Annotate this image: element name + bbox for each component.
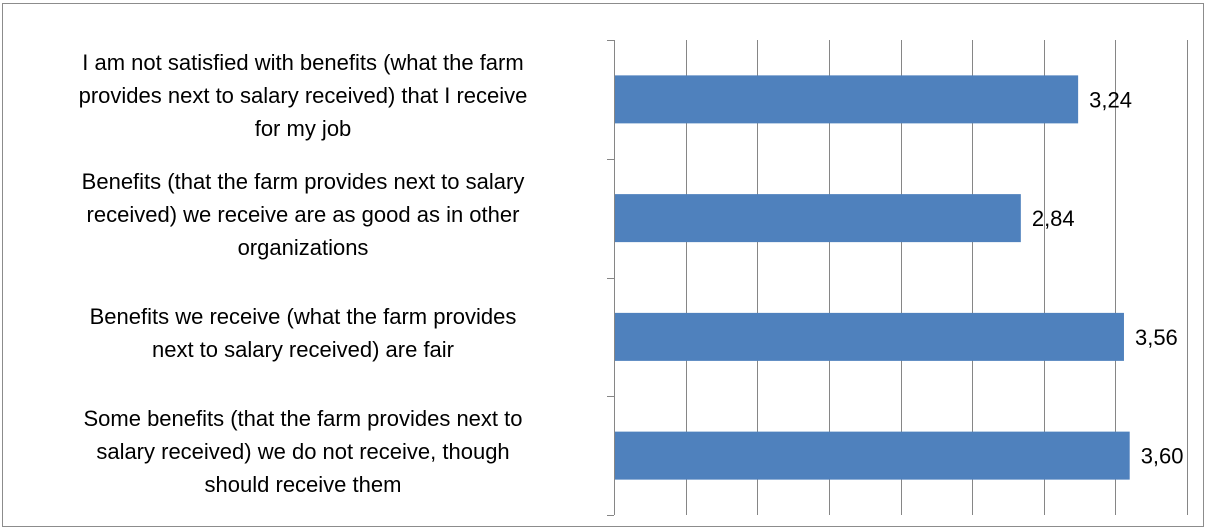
category-label-line: next to salary received) are fair <box>151 336 455 362</box>
category-label-line: Benefits we receive (what the farm provi… <box>89 303 517 329</box>
data-label: 3,24 <box>1089 87 1132 112</box>
category-label: Some benefits (that the farm provides ne… <box>8 402 598 501</box>
category-label-line: salary received) we do not receive, thou… <box>96 439 510 465</box>
category-label: I am not satisfied with benefits (what t… <box>8 46 598 145</box>
value-labels: 3,24 2,84 3,56 3,60 <box>1032 87 1184 468</box>
bar <box>615 75 1079 124</box>
bar <box>615 194 1021 243</box>
category-label: Benefits (that the farm provides next to… <box>8 165 598 264</box>
category-label-line: I am not satisfied with benefits (what t… <box>82 49 524 75</box>
category-label-line: Some benefits (that the farm provides ne… <box>83 406 523 432</box>
category-label-line: received) we receive are as good as in o… <box>86 201 520 227</box>
bars <box>615 75 1130 480</box>
category-label-line: should receive them <box>204 472 402 498</box>
category-label-line: Benefits (that the farm provides next to… <box>81 168 525 194</box>
bar <box>615 431 1130 480</box>
data-label: 3,60 <box>1141 444 1184 469</box>
category-label-line: for my job <box>254 115 352 141</box>
data-label: 3,56 <box>1135 325 1178 350</box>
category-axis <box>607 40 615 516</box>
category-label: Benefits we receive (what the farm provi… <box>8 300 598 366</box>
category-label-line: organizations <box>237 234 369 260</box>
data-label: 2,84 <box>1032 206 1075 231</box>
bar <box>615 312 1124 361</box>
category-label-line: provides next to salary received) that I… <box>78 82 528 108</box>
